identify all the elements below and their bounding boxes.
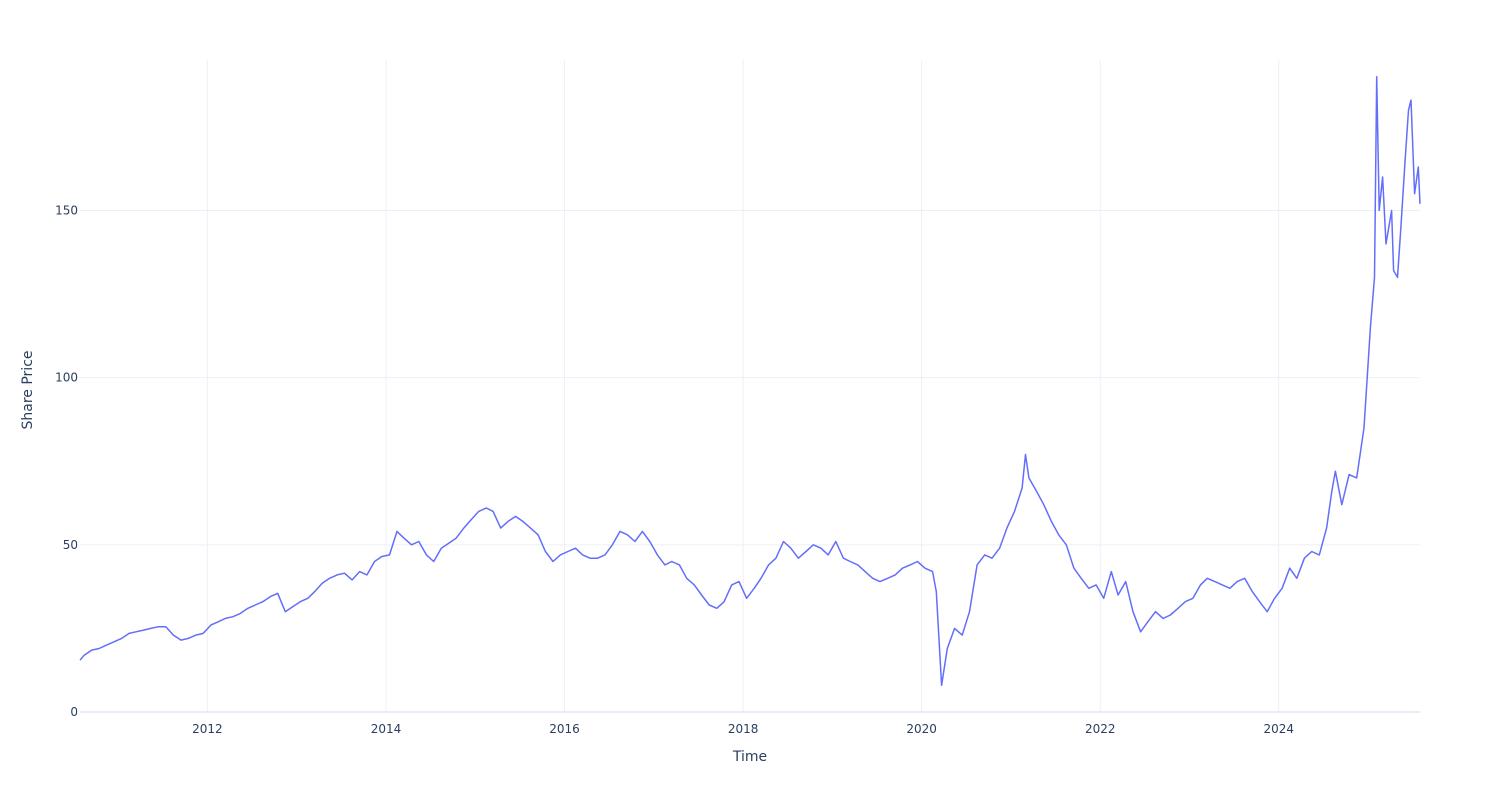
y-tick-label: 100 <box>55 371 78 385</box>
x-tick-label: 2012 <box>192 722 223 736</box>
y-tick-label: 50 <box>63 538 78 552</box>
x-tick-label: 2020 <box>906 722 937 736</box>
y-gridlines <box>80 209 1420 713</box>
x-axis-title: Time <box>732 749 767 765</box>
x-tick-label: 2022 <box>1085 722 1116 736</box>
share-price-series-line <box>79 75 1421 687</box>
x-tick-labels: 2012 2014 2016 2018 2020 2022 2024 <box>192 722 1294 736</box>
y-axis-title: Share Price <box>20 350 36 429</box>
y-tick-label: 0 <box>70 705 78 719</box>
y-tick-label: 150 <box>55 203 78 217</box>
x-tick-label: 2018 <box>728 722 759 736</box>
x-tick-label: 2016 <box>549 722 580 736</box>
x-tick-label: 2014 <box>371 722 402 736</box>
x-gridlines <box>206 60 1280 712</box>
x-tick-label: 2024 <box>1263 722 1294 736</box>
series-layer <box>79 75 1421 687</box>
y-tick-labels: 0 50 100 150 <box>55 203 78 719</box>
